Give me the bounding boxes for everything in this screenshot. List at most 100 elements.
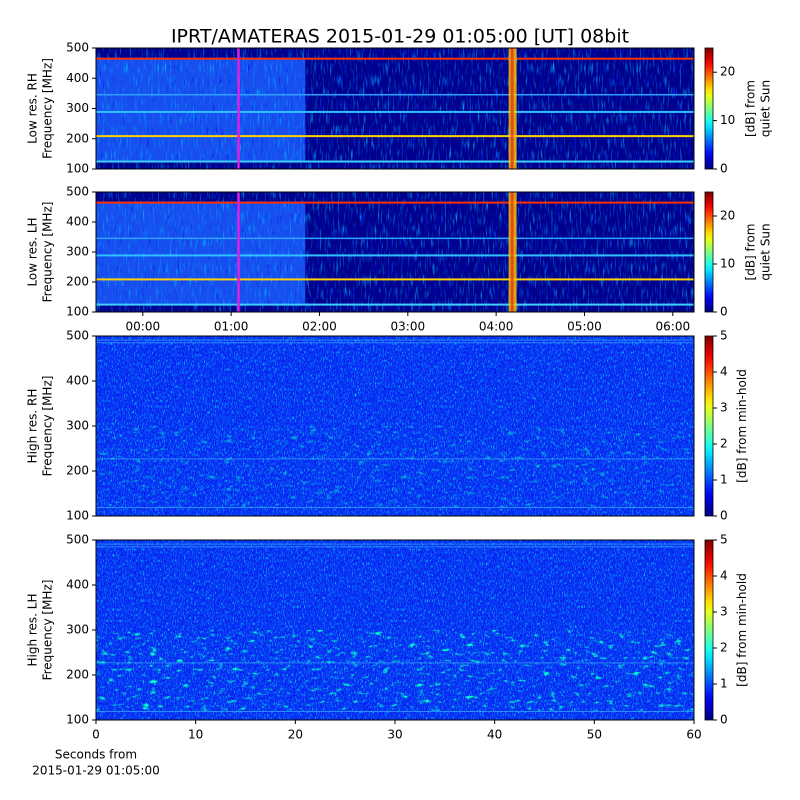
colorbar-label-line: quiet Sun <box>758 223 772 280</box>
y-axis-label: High res. RHFrequency [MHz] <box>25 376 54 477</box>
colorbar-label-line: [dB] from <box>743 80 757 137</box>
y-tick-label: 500 <box>66 329 89 343</box>
colorbar-label: [dB] from min-hold <box>735 573 749 687</box>
spectrogram-blobs <box>96 630 694 711</box>
spectrogram-band <box>96 93 694 96</box>
y-axis-label-line: Frequency [MHz] <box>40 580 54 681</box>
x-tick-label: 06:00 <box>656 320 691 334</box>
spectrogram-band <box>96 278 694 281</box>
y-tick-label: 300 <box>66 623 89 637</box>
colorbar-tick-label: 0 <box>720 305 728 319</box>
spectrogram-noise <box>96 192 694 312</box>
spectrogram-band <box>96 160 694 163</box>
spectrogram-band <box>96 662 694 664</box>
y-tick-label: 200 <box>66 464 89 478</box>
colorbar-tick-label: 0 <box>720 162 728 176</box>
x-tick-label: 50 <box>587 728 602 742</box>
y-tick-label: 500 <box>66 533 89 547</box>
y-axis-label-line: Low res. RH <box>25 73 39 144</box>
x-tick-label: 02:00 <box>302 320 337 334</box>
colorbar-tick-label: 20 <box>720 65 735 79</box>
spectrogram-band <box>96 543 694 545</box>
x-tick-label: 05:00 <box>567 320 602 334</box>
colorbar-tick-label: 3 <box>720 605 728 619</box>
colorbar-label: [dB] from min-hold <box>735 369 749 483</box>
y-axis-label-line: Frequency [MHz] <box>40 202 54 303</box>
colorbar-label-line: [dB] from min-hold <box>735 369 749 483</box>
chart-title: IPRT/AMATERAS 2015-01-29 01:05:00 [UT] 0… <box>171 26 629 48</box>
spectrogram-burst <box>510 48 514 169</box>
colorbar-tick-label: 1 <box>720 677 728 691</box>
y-axis-label-line: Low res. LH <box>25 217 39 286</box>
y-tick-label: 300 <box>66 101 89 115</box>
colorbar-label-line: quiet Sun <box>758 80 772 137</box>
spectrogram <box>96 540 694 720</box>
y-tick-label: 400 <box>66 71 89 85</box>
y-tick-label: 300 <box>66 245 89 259</box>
spectrogram-blobs <box>96 426 694 507</box>
colorbar-label-line: [dB] from min-hold <box>735 573 749 687</box>
colorbar <box>704 47 714 170</box>
y-tick-label: 200 <box>66 668 89 682</box>
x-tick-label: 10 <box>188 728 203 742</box>
x-tick-label: 30 <box>387 728 402 742</box>
colorbar-tick-label: 4 <box>720 365 728 379</box>
x-tick-label: 01:00 <box>214 320 249 334</box>
y-axis-label-line: High res. RH <box>25 389 39 464</box>
spectrogram-band <box>96 339 694 341</box>
colorbar-tick-label: 10 <box>720 113 735 127</box>
x-tick-label: 0 <box>92 728 100 742</box>
spectrogram-band <box>96 57 694 60</box>
colorbar-tick-label: 0 <box>720 713 728 727</box>
colorbar-label: [dB] fromquiet Sun <box>743 223 772 280</box>
spectrogram-band <box>96 201 694 204</box>
spectrogram-burst <box>510 192 514 312</box>
x-tick-label: 03:00 <box>391 320 426 334</box>
colorbar-tick-label: 0 <box>720 509 728 523</box>
y-tick-label: 200 <box>66 275 89 289</box>
colorbar-tick-label: 5 <box>720 329 728 343</box>
x-tick-label: 60 <box>686 728 701 742</box>
y-tick-label: 200 <box>66 131 89 145</box>
colorbar-tick-label: 4 <box>720 569 728 583</box>
x-tick-label: 40 <box>487 728 502 742</box>
y-axis-label: Low res. LHFrequency [MHz] <box>25 202 54 303</box>
spectrogram-band <box>96 237 694 240</box>
spectrogram <box>96 48 694 169</box>
colorbar-label: [dB] fromquiet Sun <box>743 80 772 137</box>
colorbar-label-line: [dB] from <box>743 224 757 281</box>
y-axis-label: High res. LHFrequency [MHz] <box>25 580 54 681</box>
x-tick-label: 20 <box>288 728 303 742</box>
y-tick-label: 500 <box>66 41 89 55</box>
y-axis-label-line: High res. LH <box>25 593 39 666</box>
x-axis-label: Seconds from <box>55 748 137 762</box>
y-tick-label: 300 <box>66 419 89 433</box>
x-axis-label: 2015-01-29 01:05:00 <box>32 764 159 778</box>
colorbar <box>704 191 714 313</box>
y-tick-label: 100 <box>66 162 89 176</box>
spectrogram-band <box>96 135 694 138</box>
spectrogram-band <box>96 254 694 257</box>
spectrogram-band <box>96 303 694 306</box>
colorbar <box>704 335 714 517</box>
spectrogram-band <box>96 507 694 508</box>
y-axis-label: Low res. RHFrequency [MHz] <box>25 58 54 159</box>
spectrogram-noise <box>96 48 694 169</box>
spectrogram <box>96 336 694 516</box>
y-axis-label-line: Frequency [MHz] <box>40 58 54 159</box>
colorbar <box>704 539 714 721</box>
colorbar-tick-label: 10 <box>720 257 735 271</box>
x-tick-label: 00:00 <box>126 320 161 334</box>
spectrogram-band <box>96 546 694 548</box>
spectrogram <box>96 192 694 312</box>
y-tick-label: 400 <box>66 215 89 229</box>
spectrogram-band <box>96 110 694 113</box>
colorbar-tick-label: 2 <box>720 437 728 451</box>
y-tick-label: 100 <box>66 509 89 523</box>
y-axis-label-line: Frequency [MHz] <box>40 376 54 477</box>
x-tick-label: 04:00 <box>479 320 514 334</box>
y-tick-label: 400 <box>66 578 89 592</box>
y-tick-label: 400 <box>66 374 89 388</box>
